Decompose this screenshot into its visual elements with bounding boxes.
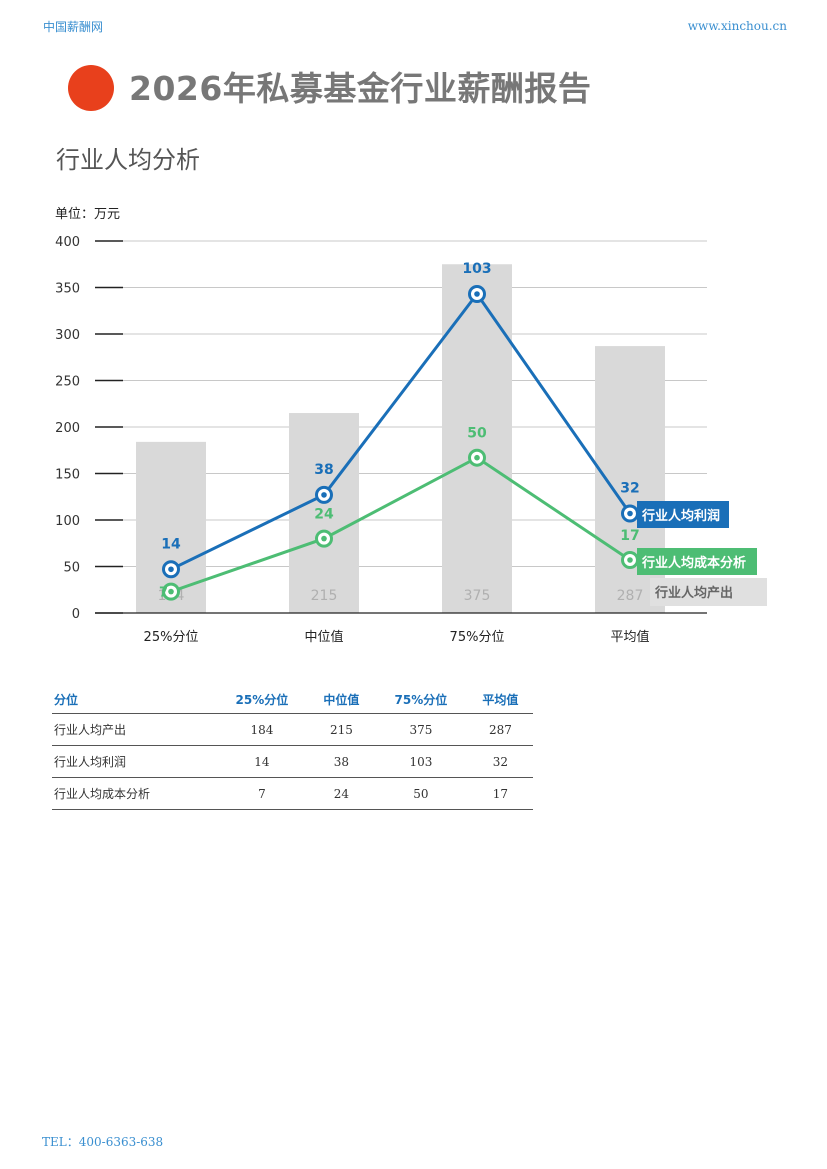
x-tick-label: 75%分位 — [450, 630, 505, 645]
table-cell: 215 — [308, 713, 374, 746]
footer-tel: TEL：400-6363-638 — [42, 1135, 164, 1149]
bar-value-label: 287 — [617, 588, 644, 604]
table-cell: 行业人均成本分析 — [52, 777, 215, 810]
chart-unit-label: 单位：万元 — [55, 207, 121, 222]
line-value-label: 50 — [467, 426, 487, 442]
x-tick-label: 中位值 — [304, 629, 343, 645]
table-cell: 32 — [467, 745, 533, 778]
y-tick-label: 250 — [55, 375, 80, 390]
x-tick-label: 平均值 — [610, 629, 649, 645]
series-label-box — [650, 578, 767, 606]
table-header-cell: 分位 — [52, 685, 215, 714]
data-point-center — [321, 535, 327, 542]
series-line — [170, 291, 632, 571]
table-cell: 14 — [215, 745, 309, 778]
table-header-cell: 25%分位 — [215, 685, 309, 714]
table-cell: 375 — [373, 713, 468, 746]
y-tick-label: 0 — [72, 607, 80, 622]
table-cell: 行业人均产出 — [52, 713, 215, 746]
line-value-label: 7 — [159, 586, 168, 601]
table-cell: 38 — [308, 745, 374, 778]
data-point-center — [627, 557, 633, 563]
y-tick-label: 400 — [55, 235, 80, 250]
table-header-row: 分位 25%分位 中位值 75%分位 平均值 — [52, 685, 533, 714]
table-cell: 287 — [467, 713, 533, 746]
title-bullet-icon — [68, 65, 114, 111]
site-name: 中国薪酬网 — [43, 20, 104, 34]
series-line — [170, 455, 631, 594]
table-cell: 50 — [373, 777, 468, 810]
section-title: 行业人均分析 — [56, 146, 200, 174]
data-point-center — [321, 492, 327, 498]
data-point-center — [474, 291, 480, 297]
line-value-label: 24 — [314, 507, 334, 523]
table-header-cell: 75%分位 — [373, 685, 468, 714]
table-row: 行业人均产出 184 215 375 287 — [52, 713, 533, 746]
table-header-cell: 中位值 — [308, 685, 374, 714]
line-value-label: 14 — [161, 536, 181, 552]
data-point-center — [474, 454, 480, 461]
table-row: 行业人均利润 14 38 103 32 — [52, 745, 533, 778]
y-tick-label: 150 — [55, 468, 80, 483]
table-cell: 行业人均利润 — [52, 745, 215, 778]
data-point-center — [168, 566, 174, 573]
line-value-label: 38 — [314, 462, 333, 478]
data-point-center — [627, 510, 633, 517]
bar — [289, 413, 359, 613]
data-table: 分位 25%分位 中位值 75%分位 平均值 行业人均产出 184 215 375 287 行业人… — [52, 685, 533, 810]
series-label: 行业人均产出 — [654, 585, 733, 601]
line-value-label: 103 — [462, 261, 491, 277]
y-tick-label: 50 — [63, 561, 80, 576]
table-cell: 184 — [215, 713, 309, 746]
series-label-box — [637, 501, 729, 528]
bar-value-label: 375 — [464, 588, 491, 604]
line-value-label: 32 — [620, 480, 639, 496]
y-tick-label: 100 — [55, 514, 80, 529]
table-row: 行业人均成本分析 7 24 50 17 — [52, 777, 533, 810]
table-cell: 17 — [467, 777, 533, 810]
y-tick-label: 200 — [55, 421, 80, 436]
table-cell: 24 — [308, 777, 374, 810]
table-header-cell: 平均值 — [467, 685, 533, 714]
site-url[interactable]: www.xinchou.cn — [687, 19, 787, 33]
series-label-box — [637, 548, 757, 575]
report-title: 2026年私募基金行业薪酬报告 — [129, 69, 592, 108]
series-label: 行业人均利润 — [641, 508, 720, 524]
series-label: 行业人均成本分析 — [641, 555, 746, 571]
data-point-center — [168, 588, 174, 595]
y-tick-label: 300 — [55, 328, 80, 343]
table-cell: 103 — [373, 745, 468, 778]
bar-value-label: 215 — [311, 588, 338, 604]
chart: 05010015020025030035040018421537528725%分… — [55, 235, 767, 645]
y-tick-label: 350 — [55, 282, 80, 297]
table-cell: 7 — [215, 777, 309, 810]
x-tick-label: 25%分位 — [144, 630, 199, 645]
table-body: 行业人均产出 184 215 375 287 行业人均利润 14 38 103 32 行业人均成本分… — [52, 713, 533, 810]
line-value-label: 17 — [620, 528, 639, 544]
